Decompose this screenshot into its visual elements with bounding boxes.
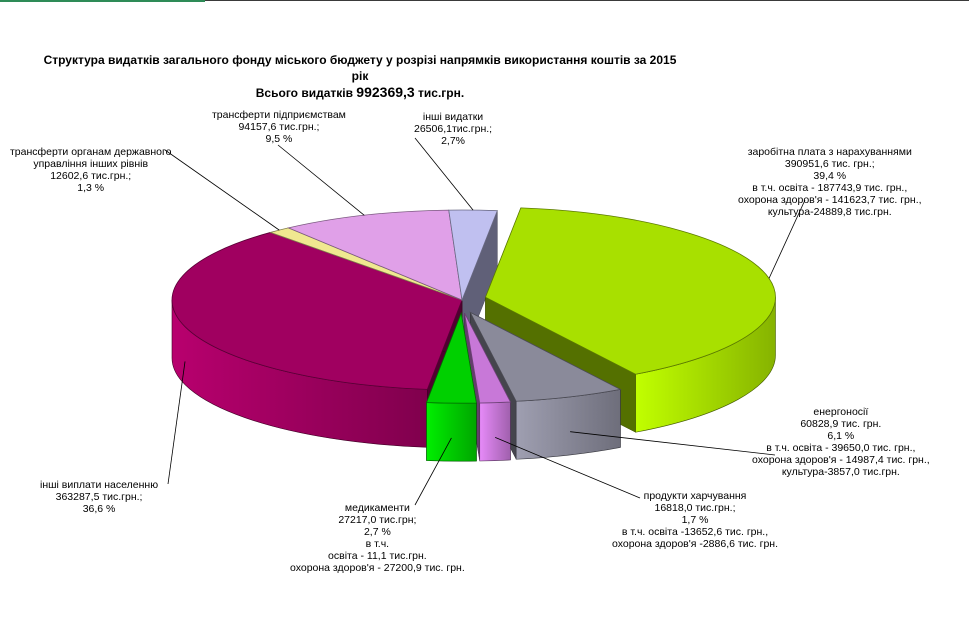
top-accent-line [0,0,205,2]
label-salary-detail-3: культура-24889,8 тис.грн. [767,206,892,218]
leader-line-1 [570,431,776,456]
top-border [0,0,969,1]
leader-line-6 [277,144,365,216]
title-line-3: Всього видатків 992369,3 тис.грн. [20,84,700,101]
slice-1-top [469,311,622,402]
label-meds-detail-3: охорона здоров'я - 27200,9 тис. грн. [290,562,465,574]
label-energy-detail-1: в т.ч. освіта - 39650,0 тис. грн., [766,442,916,454]
label-food-name: продукти харчування [643,490,747,502]
label-enterprise-transfers: трансферти підприємствам 94157,6 тис.грн… [212,109,346,145]
label-other-expenses-percent: 2,7% [441,135,466,147]
label-salary-detail-2: охорона здоров'я - 141623,7 тис. грн., [738,194,922,206]
label-energy-name: енергоносії [813,406,869,418]
slice-4-top [171,232,463,390]
label-meds: медикаменти 27217,0 тис.грн; 2,7 % в т.ч… [290,502,465,574]
leader-line-4 [167,361,186,485]
leader-line-7 [414,137,474,211]
slice-3-top [425,311,477,404]
title-line-2: рік [351,69,369,83]
slice-7-top [448,209,498,302]
label-food-detail-1: в т.ч. освіта -13652,6 тис. грн., [621,526,769,538]
leader-line-3 [414,437,452,506]
label-energy-detail-2: охорона здоров'я - 14987,4 тис. грн., [752,454,930,466]
label-meds-value: 27217,0 тис.грн; [338,514,417,526]
label-salary-value: 390951,6 тис. грн.; [784,158,875,170]
label-energy-percent: 6,1 % [827,430,855,442]
label-energy-value: 60828,9 тис. грн. [800,418,882,430]
label-other-payments-name: інші виплати населенню [40,479,159,491]
label-salary-name: заробітна плата з нарахуваннями [747,146,912,158]
label-other-expenses-value: 26506,1тис.грн.; [414,123,493,135]
label-gov-transfers-name-2: управління інших рівнів [33,158,149,170]
chart-title: Структура видатків загального фонду місь… [20,52,700,101]
leader-line-0 [768,199,806,279]
slice-2-top [464,312,512,404]
label-gov-transfers: трансферти органам державного управління… [10,146,171,194]
title-line-1: Структура видатків загального фонду місь… [43,53,677,67]
label-enterprise-transfers-name: трансферти підприємствам [212,109,346,121]
total-value: 992369,3 [356,84,415,100]
label-meds-name: медикаменти [344,502,410,514]
label-meds-detail-1: в т.ч. [365,538,390,550]
label-other-payments-value: 363287,5 тис.грн.; [55,491,143,503]
leader-line-5 [164,149,280,231]
label-other-expenses-name: інші видатки [422,111,484,123]
label-enterprise-transfers-value: 94157,6 тис.грн.; [238,121,320,133]
label-energy-detail-3: культура-3857,0 тис.грн. [781,466,900,478]
label-gov-transfers-name-1: трансферти органам державного [10,146,172,158]
label-salary: заробітна плата з нарахуваннями 390951,6… [738,146,922,218]
slice-6-top [287,209,463,301]
label-other-payments: інші виплати населенню 363287,5 тис.грн.… [40,479,158,515]
label-gov-transfers-value: 12602,6 тис.грн.; [50,170,132,182]
label-food-value: 16818,0 тис.грн.; [654,502,736,514]
label-enterprise-transfers-percent: 9,5 % [265,133,293,145]
slice-0-top [484,207,776,375]
label-other-payments-percent: 36,6 % [82,503,116,515]
slice-2-wall-0 [479,401,511,462]
label-other-expenses: інші видатки 26506,1тис.грн.; 2,7% [414,111,492,147]
total-prefix: Всього видатків [255,86,357,100]
label-salary-detail-1: в т.ч. освіта - 187743,9 тис. грн., [752,182,908,194]
label-meds-percent: 2,7 % [363,526,391,538]
label-gov-transfers-percent: 1,3 % [77,182,105,194]
label-food-detail-2: охорона здоров'я -2886,6 тис. грн. [612,538,779,550]
label-food-percent: 1,7 % [681,514,709,526]
slice-3-wall-0 [426,402,477,462]
label-meds-detail-2: освіта - 11,1 тис.грн. [328,550,427,562]
label-energy: енергоносії 60828,9 тис. грн. 6,1 % в т.… [752,406,930,478]
label-food: продукти харчування 16818,0 тис.грн.; 1,… [612,490,778,550]
total-suffix: тис.грн. [414,86,465,100]
leader-line-2 [494,437,641,499]
label-salary-percent: 39,4 % [813,170,847,182]
